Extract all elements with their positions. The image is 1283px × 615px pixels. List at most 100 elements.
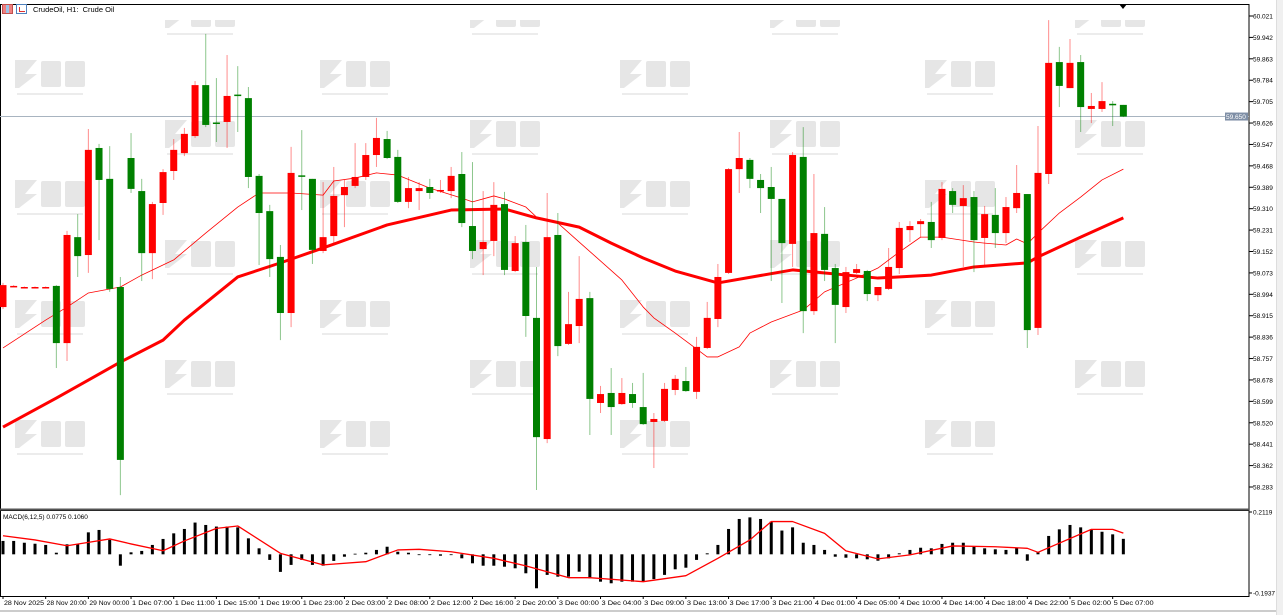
candle [404,176,412,209]
macd-histogram-bar [609,554,613,584]
macd-histogram-bar [54,552,58,555]
candle-body [917,221,925,225]
candle [693,336,701,399]
current-price-badge [1225,112,1248,121]
price-tick-label: 59.310 [1253,206,1273,213]
scrollbar[interactable] [1276,0,1283,615]
candle-body [703,317,711,348]
time-tick-label: 2 Dec 20:00 [516,600,556,607]
candle-body [650,418,658,422]
watermark-glyph [191,20,211,27]
macd-histogram-bar [524,554,528,574]
candle-body [607,392,615,408]
macd-histogram-bar [940,543,944,555]
watermark-glyph [520,121,540,147]
candle [959,185,967,267]
candle [1077,55,1085,132]
watermark-mark [770,120,792,148]
candle [767,166,775,282]
watermark-mark [1075,120,1097,148]
watermark-mark [320,180,342,208]
candle-body [586,298,594,399]
candle [1045,20,1053,185]
watermark-mark [165,360,187,388]
watermark-logo [925,60,995,95]
macd-histogram-bar [780,530,784,555]
candle [991,188,999,248]
price-tick-label: 59.547 [1253,142,1273,149]
watermark-glyph [796,121,816,147]
candle [500,191,508,276]
candle [554,213,562,357]
candle-body [1055,62,1063,86]
candle-body [202,85,210,125]
watermark-logo [165,360,235,395]
macd-histogram-bar [225,526,229,555]
time-tick-label: 1 Dec 07:00 [132,600,172,607]
candle [63,230,71,361]
macd-histogram-bar [1100,531,1104,555]
candle-body [330,195,338,237]
candle [287,146,295,328]
watermark-mark [470,360,492,388]
candle [543,192,551,444]
candle [970,191,978,273]
watermark-glyph [951,421,971,447]
candle-body [362,155,370,177]
watermark-mark [770,360,792,388]
time-tick-label: 3 Dec 04:00 [602,600,642,607]
watermark-text-bar [167,393,233,395]
candle [799,127,807,334]
watermark-logo [925,300,995,335]
macd-histogram-bar [1057,529,1061,555]
watermark-glyph [820,361,840,387]
candle [127,133,135,193]
watermark-mark [620,420,642,448]
time-tick-label: 28 Nov 2025 [4,600,44,607]
candle-body [1023,194,1031,331]
watermark-logo [1075,360,1145,395]
price-tick-label: 58.520 [1253,420,1273,427]
candle-body [426,187,434,193]
candle-body [20,287,28,289]
watermark-text-bar [927,453,993,455]
watermark-mark [165,20,180,28]
candle [533,266,540,490]
watermark-text-bar [322,213,388,215]
candle-body [1045,62,1053,174]
macd-histogram-bar [641,554,645,582]
price-tick-label: 59.942 [1253,35,1273,42]
watermark-logo [320,300,390,335]
candle-body [159,172,167,203]
macd-histogram-bar [236,527,240,555]
macd-histogram-bar [1111,534,1115,555]
watermark-logo [1075,240,1145,275]
macd-histogram-bar [545,554,549,575]
watermark-logo [320,60,390,95]
watermark-glyph [65,421,85,447]
candle [10,285,18,288]
macd-histogram-bar [129,552,133,555]
macd-histogram-bar [268,554,272,560]
candle-body [831,268,839,305]
candle [1023,194,1031,348]
candle-body [874,287,882,296]
candle [853,263,861,274]
candle [1098,82,1106,112]
watermark-logo [470,360,540,395]
indicator-icon[interactable] [16,4,27,14]
time-tick-label: 4 Dec 18:00 [986,600,1026,607]
candle [415,182,423,211]
chart-window-icon[interactable] [2,4,13,14]
candle-body [1109,103,1117,106]
watermark-logo [620,180,690,215]
watermark-mark [770,20,785,28]
macd-histogram-bar [759,518,763,555]
watermark-text-bar [622,213,688,215]
watermark-glyph [496,361,516,387]
macd-histogram-bar [823,549,827,555]
candle-body [95,147,103,180]
time-tick-label: 4 Dec 05:00 [858,600,898,607]
time-tick-label: 2 Dec 03:00 [345,600,385,607]
